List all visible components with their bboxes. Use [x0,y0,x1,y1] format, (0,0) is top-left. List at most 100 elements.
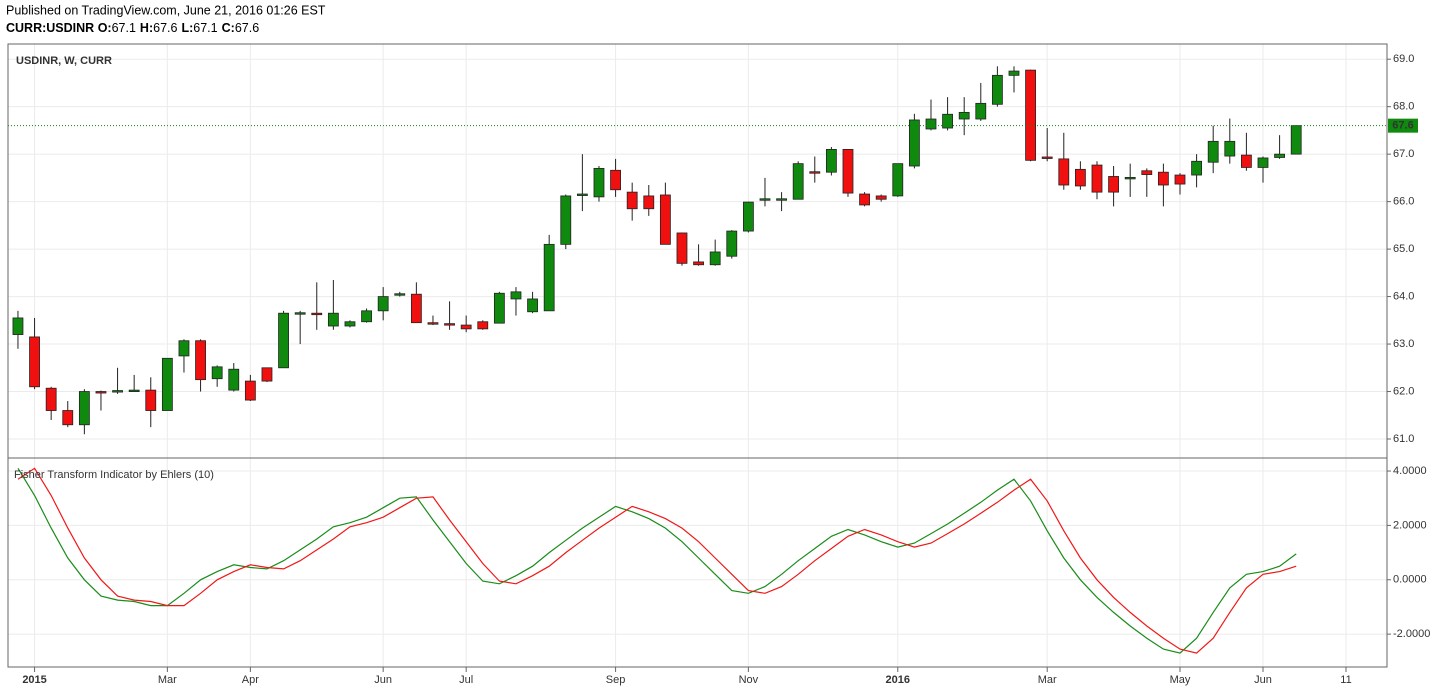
x-tick-label: Jun [374,674,392,686]
candle-body [643,195,655,210]
y-tick-label: 64.0 [1393,290,1414,302]
candle-body [294,312,306,315]
candle-body [361,310,372,323]
y-tick-label: 66.0 [1393,196,1414,208]
x-tick-label: 2016 [886,674,910,686]
y-tick-label: -2.0000 [1393,628,1430,640]
candle-body [344,321,356,327]
candle-body [493,292,505,324]
candle-body [776,198,787,201]
indicator-line [17,467,1297,654]
candle-body [991,74,1003,105]
x-tick-label: Mar [158,674,177,686]
candle-body [825,148,837,173]
candle-body [394,293,406,296]
candle-body [244,380,256,401]
candle-body [742,201,754,232]
y-tick-label: 65.0 [1393,243,1414,255]
x-tick-label: Nov [739,674,759,686]
last-price-label: 67.6 [1392,120,1413,132]
y-tick-label: 67.0 [1393,148,1414,160]
candle-body [112,390,123,393]
candle-body [1025,69,1036,161]
candle-body [958,111,970,120]
candle-body [1224,140,1236,157]
candle-body [1058,158,1070,186]
candle-body [1108,176,1119,193]
candle-body [1091,164,1103,193]
candle-body [161,357,173,411]
candle-body [311,312,323,316]
candle-body [195,340,206,381]
candle-body [759,198,771,201]
indicator-line [17,467,1297,654]
candle-body [527,298,538,313]
candle-body [560,195,572,245]
ohlc-label: O: [98,21,112,35]
candle-body [792,163,804,200]
ohlc-label: H: [140,21,153,35]
x-tick-label: Mar [1038,674,1057,686]
ohlc-legend: CURR:USDINR O:67.1 H:67.6 L:67.1 C:67.6 [6,21,259,35]
candle-body [676,232,688,264]
y-tick-label: 2.0000 [1393,519,1427,531]
x-tick-label: Jul [459,674,473,686]
candle-body [1041,156,1053,159]
candle-body [1240,154,1252,168]
frame [7,43,1388,668]
candle-body [460,324,472,330]
candle-body [1274,153,1285,158]
candle-body [29,336,40,388]
x-tick-label: Apr [242,674,259,686]
candle-body [12,317,24,335]
x-tick-label: Sep [606,674,626,686]
ohlc-label: C: [222,21,235,35]
candle-body [178,340,190,357]
candle-body [1124,177,1136,180]
y-tick-label: 0.0000 [1393,574,1427,586]
candle-body [327,312,339,327]
candle-body [859,193,870,206]
candle-body [942,113,953,129]
candle-body [892,163,904,197]
candle-body [62,410,74,426]
candle-body [261,367,273,382]
ohlc-value: 67.6 [153,21,177,35]
candle-body [228,368,240,391]
candle-body [1207,140,1219,163]
candle-body [975,102,987,120]
candle-body [211,366,223,380]
candle-body [45,387,57,411]
y-tick-label: 69.0 [1393,53,1414,65]
candle-body [709,251,721,266]
y-tick-label: 68.0 [1393,101,1414,113]
candle-body [1290,125,1302,155]
candle-body [145,389,157,411]
candle-body [908,119,920,167]
x-tick-label: 2015 [22,674,46,686]
candle-body [444,323,455,326]
candle-body [1257,157,1269,168]
published-note: Published on TradingView.com, June 21, 2… [6,3,326,17]
plot [8,66,1387,654]
last-price-box [1388,118,1418,133]
indicator-title: Fisher Transform Indicator by Ehlers (10… [14,469,214,481]
ohlc-value: 67.1 [193,21,217,35]
x-tick-label: 11 [1340,674,1351,686]
candle-body [925,118,937,130]
candle-body [809,171,821,174]
pane-title: USDINR, W, CURR [16,55,112,67]
ohlc-label: L: [181,21,193,35]
candle-body [377,296,389,312]
y-tick-label: 62.0 [1393,385,1414,397]
candle-body [1074,168,1086,187]
candle-body [726,230,738,257]
x-tick-label: Jun [1254,674,1272,686]
candle-body [410,293,422,324]
candle-body [510,291,522,300]
candle-body [875,195,887,200]
candle-body [78,391,90,426]
candle-body [593,167,605,198]
